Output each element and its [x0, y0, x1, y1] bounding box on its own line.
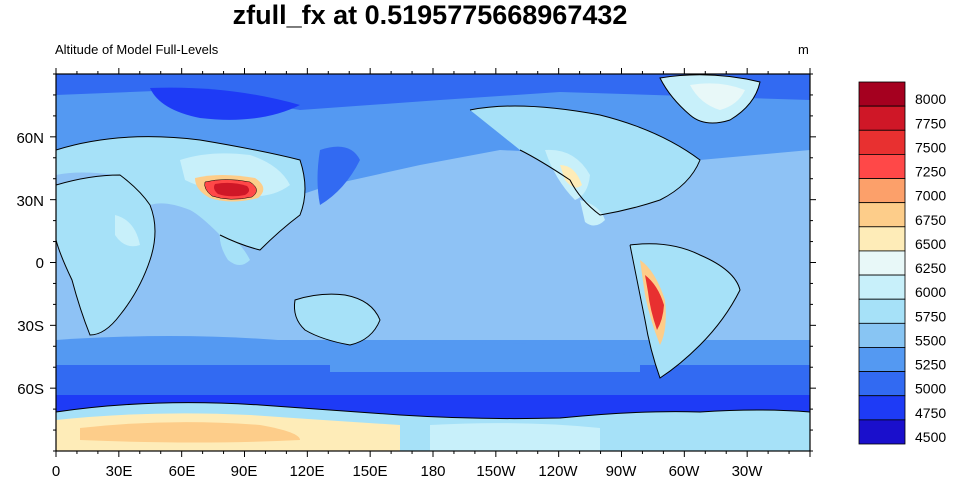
colorbar-swatch: [858, 250, 906, 276]
lon-tick-label-90w: 90W: [606, 463, 638, 480]
colorbar-swatch: [858, 129, 906, 155]
colorbar-label: 4500: [915, 429, 946, 445]
lon-tick-label-120w: 120W: [538, 463, 578, 480]
australia: [294, 294, 380, 345]
colorbar-label: 7750: [915, 115, 946, 131]
axis-ticks: [50, 68, 816, 457]
greenland-ice: [690, 83, 745, 110]
lon-tick-label-0: 0: [52, 463, 60, 480]
colorbar-label: 5000: [915, 381, 946, 397]
colorbar-label: 7500: [915, 139, 946, 155]
colorbar-swatch: [858, 178, 906, 204]
lat-tick-label-60n: 60N: [16, 130, 44, 147]
colorbar-label: 6500: [915, 236, 946, 252]
colorbar-label: 6000: [915, 284, 946, 300]
colorbar-swatch: [858, 371, 906, 397]
variable-long-name: Altitude of Model Full-Levels: [55, 42, 219, 57]
lon-tick-label-60e: 60E: [169, 463, 196, 480]
colorbar-label: 6250: [915, 260, 946, 276]
south-indian-band: [56, 336, 330, 365]
lon-tick-label-60w: 60W: [669, 463, 701, 480]
colorbar-swatch: [858, 419, 906, 445]
contour-fill-layer: [56, 74, 810, 451]
colorbar-swatch: [858, 298, 906, 324]
colorbar-label: 4750: [915, 405, 946, 421]
colorbar-swatch: [858, 274, 906, 300]
colorbar-swatch: [858, 322, 906, 348]
colorbar-label: 5500: [915, 332, 946, 348]
africa: [56, 175, 155, 335]
east-african-highlands: [115, 215, 140, 247]
colorbar-swatch: [858, 153, 906, 179]
coastlines: [56, 74, 810, 420]
lon-tick-label-180: 180: [420, 463, 445, 480]
colorbar-swatch: [858, 395, 906, 421]
colorbar-swatch: [858, 105, 906, 131]
colorbar-swatch: [858, 202, 906, 228]
mexico-highlands: [580, 200, 605, 226]
colorbar-label: 7250: [915, 164, 946, 180]
tibet-core: [214, 182, 250, 197]
lon-tick-label-120e: 120E: [289, 463, 324, 480]
lon-tick-label-150w: 150W: [476, 463, 516, 480]
colorbar-label: 8000: [915, 91, 946, 107]
units-label: m: [798, 42, 809, 57]
antarctic-plateau: [80, 422, 300, 443]
west-antarctica: [430, 423, 600, 451]
lat-tick-label-60s: 60S: [17, 381, 44, 398]
south-america: [630, 243, 740, 378]
lat-tick-label-0: 0: [36, 255, 44, 272]
lat-tick-label-30n: 30N: [16, 193, 44, 210]
colorbar: 8000 7750 7500 7250 7000 6750 6500 6250 6000 5750…: [858, 81, 946, 445]
colorbar-label: 7000: [915, 188, 946, 204]
lon-tick-label-90e: 90E: [231, 463, 258, 480]
lon-tick-label-30e: 30E: [106, 463, 133, 480]
lon-tick-label-150e: 150E: [352, 463, 387, 480]
colorbar-swatch: [858, 347, 906, 373]
colorbar-label: 6750: [915, 212, 946, 228]
colorbar-label: 5250: [915, 357, 946, 373]
plot-title: zfull_fx at 0.5195775668967432: [232, 0, 628, 30]
lon-tick-label-30w: 30W: [732, 463, 764, 480]
colorbar-label: 5750: [915, 308, 946, 324]
colorbar-swatch: [858, 226, 906, 252]
south-pacific-band: [330, 343, 640, 372]
siberia-low: [150, 87, 300, 120]
rockies-high: [560, 165, 582, 188]
andes-core: [645, 275, 664, 330]
kamchatka-band: [317, 146, 360, 205]
colorbar-swatch: [858, 81, 906, 107]
arctic-deep-band: [56, 74, 810, 110]
north-america: [470, 106, 700, 215]
lat-tick-label-30s: 30S: [17, 318, 44, 335]
